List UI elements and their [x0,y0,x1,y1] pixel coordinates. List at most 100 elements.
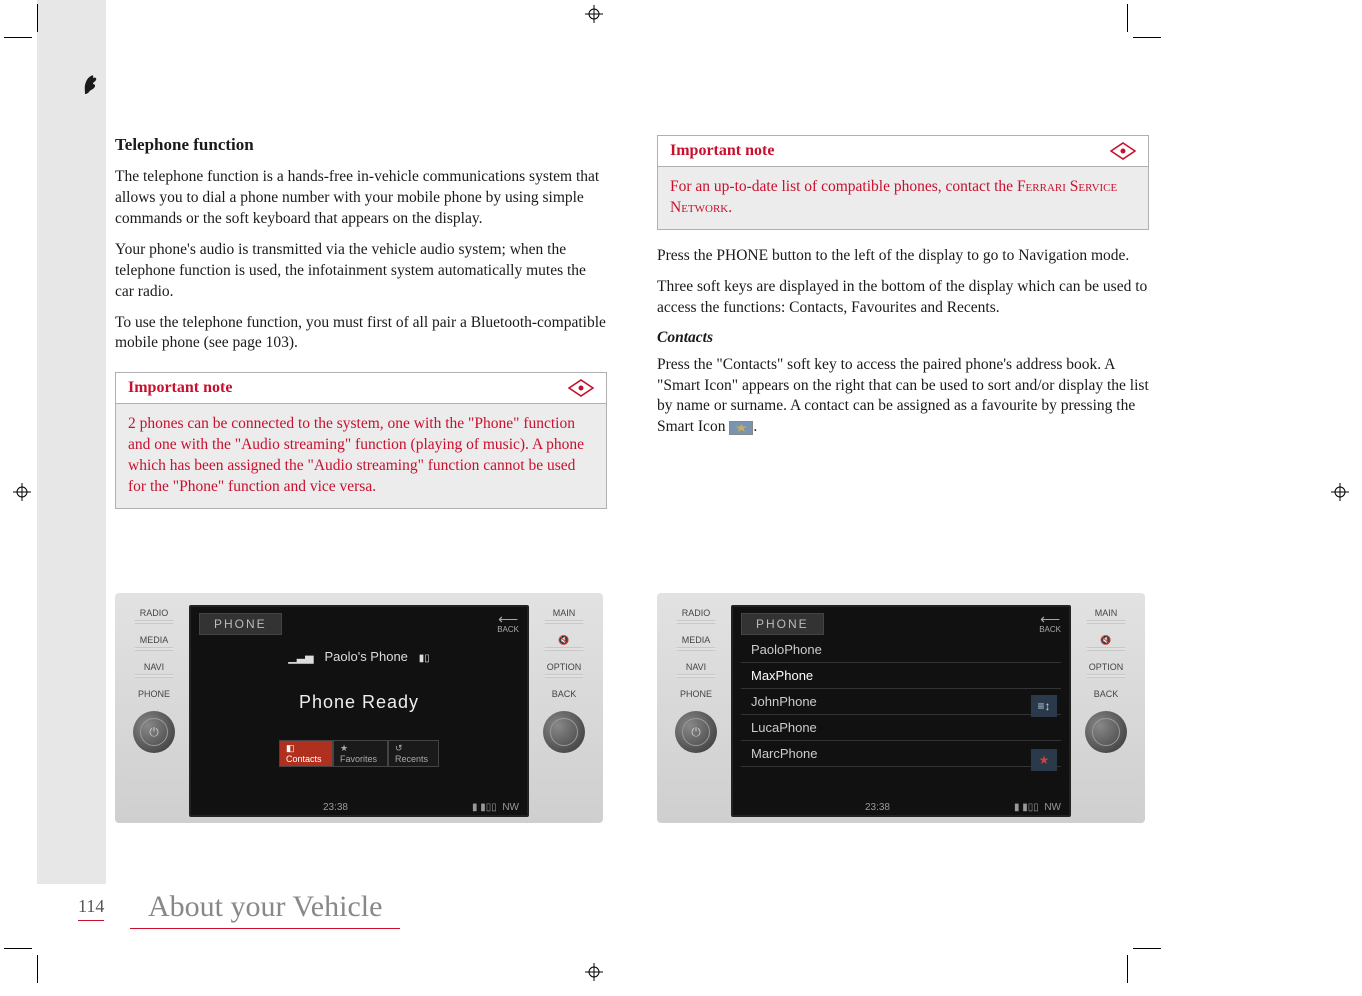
registration-mark-icon [585,5,603,23]
device-button-label: PHONE [680,690,712,699]
device-left-buttons: RADIO MEDIA NAVI PHONE ⏻ [665,605,727,817]
body-paragraph: Press the PHONE button to the left of th… [657,246,1149,267]
crop-mark [4,37,32,38]
important-note-box: Important note For an up-to-date list of… [657,135,1149,230]
battery-icon: ▮▯ [419,653,430,664]
signal-icon: ▮ ▮▯▯ [1014,802,1039,813]
device-button: NAVI [134,663,174,684]
footer-right: ▮ ▮▯▯ NW [1014,802,1061,813]
device-button-label: RADIO [134,609,174,618]
back-softkey: ⟵BACK [497,614,519,634]
device-button-label: NAVI [676,663,716,672]
softkey-label: Favorites [340,754,377,764]
device-button-label: OPTION [1086,663,1126,672]
softkey-label: Contacts [286,754,322,764]
screen-header: PHONE ⟵BACK [741,611,1061,637]
device-button: PHONE [680,690,712,699]
page-number: 114 [78,896,104,917]
softkey-contacts: ◧ Contacts [279,740,333,767]
device-knob: ⏻ [133,711,175,753]
mute-icon: 🔇 [544,636,584,645]
compass-label: NW [502,802,519,813]
crop-mark [37,4,38,32]
device-button-label: BACK [1094,690,1119,699]
note-header: Important note [658,136,1148,167]
signal-icon: ▮ ▮▯▯ [472,802,497,813]
device-button-label: RADIO [676,609,716,618]
device-button: 🔇 [1086,636,1126,657]
contact-list-item: MarcPhone [741,741,1061,767]
right-column: Important note For an up-to-date list of… [657,135,1149,448]
warning-diamond-icon [1110,142,1136,160]
device-button: MAIN [544,609,584,630]
warning-diamond-icon [568,379,594,397]
body-paragraph: Three soft keys are displayed in the bot… [657,277,1149,319]
brand-logo-icon [82,72,100,96]
device-button: OPTION [544,663,584,684]
device-button: MAIN [1086,609,1126,630]
clock-label: 23:38 [865,802,890,813]
crop-mark [1127,955,1128,983]
device-button-label: BACK [552,690,577,699]
phone-ready-label: Phone Ready [199,692,519,713]
crop-mark [1133,948,1161,949]
smart-icon [729,421,753,435]
note-body: 2 phones can be connected to the system,… [116,404,606,508]
signal-icon: ▁▃▅ [288,652,313,664]
section-heading: Telephone function [115,135,607,155]
crop-mark [37,955,38,983]
contact-list-item: PaoloPhone [741,637,1061,663]
footer-title-underline [130,928,400,929]
clock-label: 23:38 [323,802,348,813]
device-button: MEDIA [676,636,716,657]
device-button-label: PHONE [138,690,170,699]
device-button-label: MEDIA [134,636,174,645]
compass-label: NW [1044,802,1061,813]
connected-phone-status: ▁▃▅ Paolo's Phone ▮▯ [199,649,519,664]
softkey-row: ◧ Contacts ★ Favorites ↺ Recents [279,740,439,767]
power-icon: ⏻ [140,718,168,746]
device-button: BACK [552,690,577,699]
crop-mark [1127,4,1128,32]
gray-margin-band [37,0,106,884]
note-title: Important note [128,379,232,397]
device-button: RADIO [676,609,716,630]
body-paragraph: Press the "Contacts" soft key to access … [657,355,1149,439]
left-column: Telephone function The telephone functio… [115,135,607,509]
sort-smart-icon: ≡↕ [1031,695,1057,717]
contact-list-item: LucaPhone [741,715,1061,741]
body-text-span: . [753,418,757,435]
screen-tab: PHONE [741,613,824,635]
screen-tab: PHONE [199,613,282,635]
note-body: For an up-to-date list of compatible pho… [658,167,1148,229]
note-text: For an up-to-date list of compatible pho… [670,178,1017,195]
device-button: BACK [1094,690,1119,699]
page-footer-title: About your Vehicle [130,884,400,930]
device-button-label: MAIN [1086,609,1126,618]
softkey-label: Recents [395,754,428,764]
page-background: Telephone function The telephone functio… [0,0,1362,996]
softkey-favorites: ★ Favorites [333,740,388,767]
device-button: MEDIA [134,636,174,657]
device-button-label: MEDIA [676,636,716,645]
body-paragraph: To use the telephone function, you must … [115,313,607,355]
screen-body: PaoloPhone MaxPhone JohnPhone LucaPhone … [741,637,1061,785]
contact-list-item: MaxPhone [741,663,1061,689]
infotainment-screenshot-phone-ready: RADIO MEDIA NAVI PHONE ⏻ PHONE ⟵BACK ▁▃▅… [115,593,603,823]
back-arrow-icon: ⟵ [497,614,519,625]
contact-list-item: JohnPhone [741,689,1061,715]
important-note-box: Important note 2 phones can be connected… [115,372,607,509]
screen-footer: 23:38 ▮ ▮▯▯ NW [741,802,1061,813]
device-left-buttons: RADIO MEDIA NAVI PHONE ⏻ [123,605,185,817]
page-number-underline [78,920,104,921]
subsection-heading: Contacts [657,329,1149,347]
back-label: BACK [497,625,519,634]
crop-mark [4,948,32,949]
device-knob [543,711,585,753]
note-text: . [728,199,732,216]
crop-mark [1133,37,1161,38]
body-paragraph: The telephone function is a hands-free i… [115,167,607,230]
mute-icon: 🔇 [1086,636,1126,645]
softkey-recents: ↺ Recents [388,740,439,767]
registration-mark-icon [585,963,603,981]
